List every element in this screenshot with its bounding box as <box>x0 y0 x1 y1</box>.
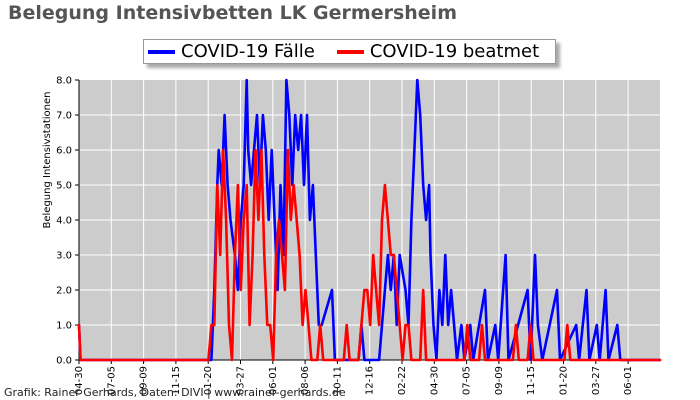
legend-label-beatmet: COVID-19 beatmet <box>369 41 540 62</box>
y-tick-label: 2.0 <box>56 286 72 297</box>
chart-legend: COVID-19 Fälle COVID-19 beatmet <box>143 39 556 64</box>
x-tick-label: 10-11 <box>332 366 343 395</box>
y-axis-label: Belegung Intensivstationen <box>42 91 53 228</box>
y-axis: 0.0 1.0 2.0 3.0 4.0 5.0 6.0 7.0 8.0 <box>56 76 80 367</box>
legend-item-faelle: COVID-19 Fälle <box>148 41 315 62</box>
x-tick-label: 09-09 <box>494 366 505 395</box>
y-tick-label: 5.0 <box>56 181 72 192</box>
y-tick-label: 7.0 <box>56 111 72 122</box>
legend-label-faelle: COVID-19 Fälle <box>181 41 315 62</box>
legend-swatch-faelle <box>148 49 175 54</box>
x-tick-label: 01-20 <box>203 366 214 395</box>
y-tick-label: 4.0 <box>56 216 72 227</box>
x-tick-label: 08-06 <box>300 366 311 395</box>
series-line-beatmet <box>77 148 662 362</box>
x-tick-label: 01-20 <box>559 366 570 395</box>
x-tick-label: 02-22 <box>397 366 408 395</box>
x-tick-label: 11-15 <box>526 366 537 395</box>
legend-swatch-beatmet <box>336 49 364 54</box>
legend-item-beatmet: COVID-19 beatmet <box>336 41 540 62</box>
x-tick-label: 09-09 <box>139 366 150 395</box>
series-line-faelle <box>77 78 662 362</box>
credit-text: Grafik: Rainer Gerhards, Daten: DIVI | w… <box>4 386 346 399</box>
x-tick-label: 07-05 <box>462 366 473 395</box>
y-tick-label: 3.0 <box>56 251 72 262</box>
y-tick-label: 1.0 <box>56 321 72 332</box>
x-tick-label: 06-01 <box>623 366 634 395</box>
x-tick-label: 03-27 <box>591 366 602 395</box>
x-tick-label: 04-30 <box>74 366 85 395</box>
x-tick-label: 03-27 <box>236 366 247 395</box>
y-tick-label: 0.0 <box>56 356 72 367</box>
y-tick-label: 6.0 <box>56 146 72 157</box>
series-layer <box>77 78 662 362</box>
page-title: Belegung Intensivbetten LK Germersheim <box>8 2 457 24</box>
y-tick-label: 8.0 <box>56 76 72 87</box>
x-tick-label: 04-30 <box>429 366 440 395</box>
x-tick-label: 07-05 <box>106 366 117 395</box>
x-tick-label: 12-16 <box>365 366 376 395</box>
x-tick-label: 11-15 <box>171 366 182 395</box>
x-tick-label: 06-01 <box>268 366 279 395</box>
